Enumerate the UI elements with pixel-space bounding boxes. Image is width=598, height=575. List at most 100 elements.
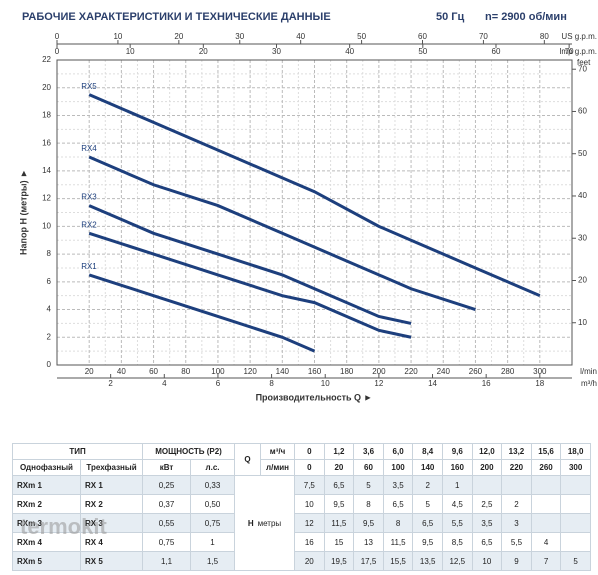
axis-tick-label: 0 — [55, 47, 60, 56]
x-tick-label: 80 — [181, 367, 190, 376]
axis-unit: m³/h — [581, 379, 597, 388]
q-value: 60 — [353, 459, 384, 476]
axis-tick-label: 20 — [174, 32, 183, 41]
cell: 17,5 — [353, 551, 384, 571]
cell: 5 — [412, 494, 443, 514]
cell: 7 — [530, 551, 562, 571]
cell: 10 — [471, 551, 503, 571]
x-unit: l/min — [580, 367, 597, 376]
cell: 6,5 — [471, 532, 503, 552]
cell: 9,5 — [353, 513, 384, 533]
cell: RX 2 — [79, 494, 144, 514]
series-label: RX5 — [81, 82, 97, 91]
q-value: 18,0 — [560, 443, 591, 460]
cell: 8 — [353, 494, 384, 514]
cell — [560, 494, 591, 514]
cell: 6,5 — [412, 513, 443, 533]
axis-tick-label: 8 — [269, 379, 274, 388]
axis-unit: Imp g.p.m. — [559, 47, 597, 56]
h-symbol: H — [247, 518, 254, 528]
y-tick-label: 18 — [42, 111, 51, 120]
series-line — [88, 273, 316, 353]
cell — [560, 475, 591, 495]
cell: 13 — [353, 532, 384, 552]
cell: 3,5 — [382, 475, 414, 495]
q-value: 15,6 — [530, 443, 562, 460]
cell: 1,1 — [142, 551, 192, 571]
cell: 11,5 — [382, 532, 414, 552]
series-line — [88, 204, 412, 325]
q-value: 6,0 — [382, 443, 414, 460]
cell: 6,5 — [323, 475, 355, 495]
cell: 6,5 — [382, 494, 414, 514]
y-tick-label: 6 — [47, 277, 52, 286]
cell: 0,50 — [190, 494, 236, 514]
axis-tick-label: 10 — [321, 379, 330, 388]
q-value: 100 — [382, 459, 414, 476]
x-tick-label: 300 — [533, 367, 547, 376]
power-header: МОЩНОСТЬ (P2) — [142, 443, 236, 460]
y2-tick-label: 70 — [578, 64, 587, 73]
axis-tick-label: 18 — [535, 379, 544, 388]
cell: RXm 2 — [12, 494, 81, 514]
cell: 3,5 — [471, 513, 503, 533]
y-tick-label: 22 — [42, 55, 51, 64]
cell — [560, 532, 591, 552]
cell: 2 — [501, 494, 532, 514]
x-tick-label: 20 — [85, 367, 94, 376]
x-tick-label: 200 — [372, 367, 386, 376]
x-tick-label: 40 — [117, 367, 126, 376]
series-label: RX2 — [81, 220, 97, 229]
axis-tick-label: 40 — [345, 47, 354, 56]
cell: 9,5 — [323, 494, 355, 514]
x-tick-label: 220 — [404, 367, 418, 376]
x-tick-label: 180 — [340, 367, 354, 376]
chart: РАБОЧИЕ ХАРАКТЕРИСТИКИ И ТЕХНИЧЕСКИЕ ДАН… — [18, 11, 597, 402]
axis-tick-label: 0 — [55, 32, 60, 41]
cell: 0,55 — [142, 513, 192, 533]
q-value: 140 — [412, 459, 443, 476]
axis-tick-label: 4 — [162, 379, 167, 388]
y-tick-label: 2 — [47, 332, 52, 341]
cell: 5,5 — [501, 532, 532, 552]
series-line — [88, 231, 412, 339]
cell: 12,5 — [441, 551, 473, 571]
y2-tick-label: 40 — [578, 191, 587, 200]
q-value: 160 — [441, 459, 473, 476]
axis-tick-label: 60 — [492, 47, 501, 56]
cell: 13,5 — [412, 551, 443, 571]
y-tick-label: 20 — [42, 83, 51, 92]
cell: 7,5 — [294, 475, 325, 495]
y-tick-label: 4 — [47, 305, 52, 314]
x-tick-label: 280 — [501, 367, 515, 376]
col-header: Трехфазный — [79, 459, 144, 476]
cell — [471, 475, 503, 495]
q-value: 220 — [501, 459, 532, 476]
col-header: Однофазный — [12, 459, 81, 476]
chart-title: РАБОЧИЕ ХАРАКТЕРИСТИКИ И ТЕХНИЧЕСКИЕ ДАН… — [22, 11, 331, 23]
q-value: 12,0 — [471, 443, 503, 460]
cell: RXm 5 — [12, 551, 81, 571]
q-value: 0 — [294, 443, 325, 460]
table-row: RXm 2 RX 2 0,37 0,50 10 9,5 8 6,5 5 4,5 2,5 2 — [12, 494, 591, 514]
q-value: 0 — [294, 459, 325, 476]
y2-tick-label: 10 — [578, 318, 587, 327]
q-value: 260 — [530, 459, 562, 476]
y-tick-label: 0 — [47, 360, 52, 369]
x-tick-label: 260 — [469, 367, 483, 376]
y-tick-label: 8 — [47, 249, 52, 258]
axis-tick-label: 70 — [565, 47, 574, 56]
q-unit: м³/ч — [260, 443, 296, 460]
y2-tick-label: 60 — [578, 107, 587, 116]
cell: 8,5 — [441, 532, 473, 552]
cell — [530, 475, 562, 495]
q-value: 9,6 — [441, 443, 473, 460]
x-tick-label: 240 — [437, 367, 451, 376]
y-tick-label: 16 — [42, 138, 51, 147]
axis-tick-label: 10 — [126, 47, 135, 56]
axis-tick-label: 80 — [540, 32, 549, 41]
cell: 10 — [294, 494, 325, 514]
